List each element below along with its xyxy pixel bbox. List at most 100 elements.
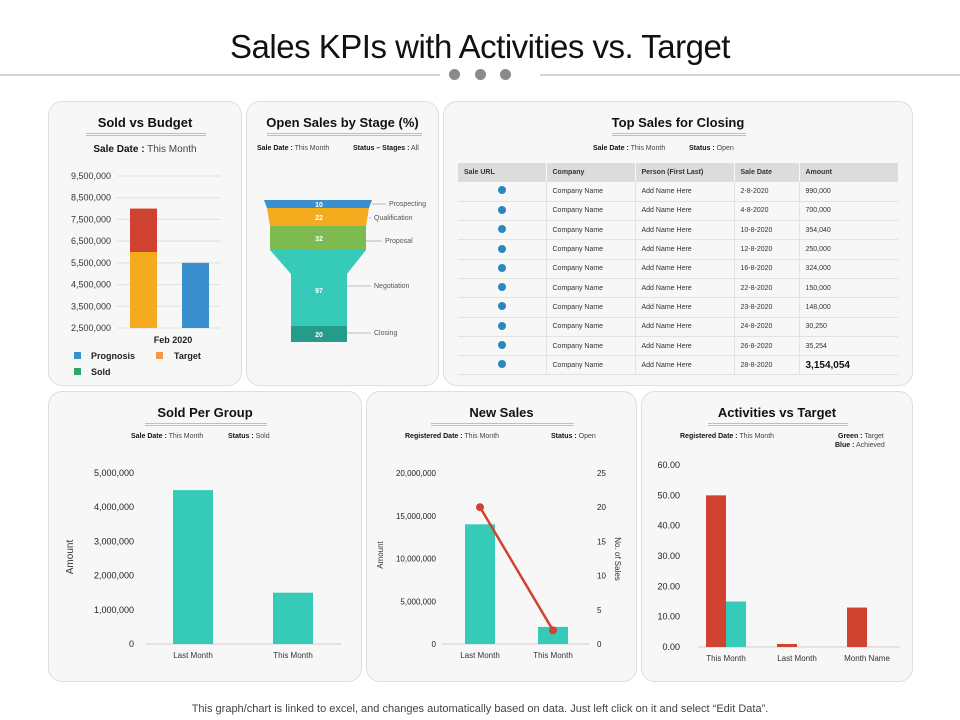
table-row[interactable]: Company Name Add Name Here 28-8-2020 3,154,… [458,355,898,376]
y-tick-label: 9,500,000 [71,171,111,181]
x-tick-label: Last Month [777,654,817,663]
title-underline [612,133,746,136]
new-sales-chart: 20,000,000 15,000,000 10,000,000 5,000,000 0… [376,469,622,660]
funnel-segment-qualification [267,208,369,226]
column-header: Company [546,163,636,182]
card-subtitle-date: Sale Date : This Month [131,433,204,440]
card-activities-vs-target: Activities vs Target Registered Date : T… [641,391,913,682]
title-underline [145,423,267,426]
card-subtitle: Sale Date : This Month [93,144,197,155]
table-row[interactable]: Company Name Add Name Here 2-8-2020 990,000 [458,182,898,202]
card-title: New Sales [469,405,534,420]
sale-url-link-icon[interactable] [498,186,506,195]
y-tick-label: 20.00 [657,581,680,591]
y2-tick-label: 10 [597,572,606,581]
sale-url-cell[interactable] [458,220,547,241]
legend-label: Target [174,351,201,361]
activities-vs-target-chart: 60.00 50.00 40.00 30.00 20.00 10.00 0.00 This M… [657,460,900,663]
y-tick-label: 60.00 [657,460,680,470]
title-underline [267,133,422,136]
sale-url-cell[interactable] [458,259,547,279]
sold-vs-budget-chart: 9,500,000 8,500,000 7,500,000 6,500,000 5,50… [71,171,221,377]
sale-date-cell: 12-8-2020 [734,239,800,260]
sale-date-cell: 10-8-2020 [734,220,800,241]
company-cell: Company Name [546,201,636,222]
line-point-0 [476,503,484,512]
table-row[interactable]: Company Name Add Name Here 26-8-2020 35,254 [458,336,898,357]
series-line [478,506,555,631]
y-tick-label: 7,500,000 [71,214,111,224]
sale-url-cell[interactable] [458,336,547,357]
card-subtitle-date: Sale Date : This Month [593,145,666,152]
table-row[interactable]: Company Name Add Name Here 16-8-2020 324,00… [458,259,898,279]
amount-cell: 30,250 [799,317,898,337]
title-divider-right [540,74,960,76]
table-row[interactable]: Company Name Add Name Here 23-8-2020 148,00… [458,297,898,318]
column-header: Sale Date [734,163,800,182]
y-tick-label: 8,500,000 [71,193,111,203]
y-tick-label: 0 [129,639,134,649]
sale-url-link-icon[interactable] [498,360,506,369]
sale-date-cell: 23-8-2020 [734,297,800,318]
sale-url-link-icon[interactable] [498,302,506,311]
y-tick-label: 0.00 [662,642,680,652]
sale-url-link-icon[interactable] [498,283,506,292]
sale-date-cell: 16-8-2020 [734,259,800,279]
title-underline [431,423,574,426]
table-row[interactable]: Company Name Add Name Here 4-8-2020 700,000 [458,201,898,222]
legend-label: Prognosis [91,351,135,361]
sale-url-cell[interactable] [458,355,547,376]
sale-url-link-icon[interactable] [498,244,506,253]
y-tick-label: 40.00 [657,521,680,531]
y-tick-label: 10.00 [657,612,680,622]
amount-cell: 990,000 [799,182,898,202]
title-underline [708,423,848,426]
x-tick-label: Last Month [173,651,213,660]
sale-url-cell[interactable] [458,182,547,202]
card-sold-vs-budget: Sold vs Budget Sale Date : This Month 9,… [48,101,242,386]
amount-cell: 3,154,054 [799,355,898,376]
bar-red-2 [847,607,867,647]
bar-0 [465,524,495,644]
company-cell: Company Name [546,278,636,299]
company-cell: Company Name [546,239,636,260]
sale-url-link-icon[interactable] [498,341,506,350]
sale-url-cell[interactable] [458,278,547,299]
y-tick-label: 2,500,000 [71,323,111,333]
sale-url-link-icon[interactable] [498,321,506,330]
company-cell: Company Name [546,220,636,241]
card-subtitle-status: Status – Stages : All [353,145,419,152]
sale-date-cell: 26-8-2020 [734,336,800,357]
y-tick-label: 5,000,000 [400,597,436,606]
y-tick-label: 4,500,000 [71,280,111,290]
table-row[interactable]: Company Name Add Name Here 10-8-2020 354,04… [458,220,898,241]
y-tick-label: 3,500,000 [71,301,111,311]
stage-label: Prospecting [389,201,426,208]
sale-url-cell[interactable] [458,297,547,318]
column-header: Sale URL [458,163,547,182]
y-tick-label: 3,000,000 [94,536,134,546]
sale-url-link-icon[interactable] [498,225,506,234]
person-cell: Add Name Here [635,317,735,337]
y-tick-label: 5,000,000 [94,468,134,478]
title-divider-left [0,74,440,76]
sale-url-cell[interactable] [458,239,547,260]
funnel-segment-prospecting [264,200,372,208]
bar-1 [538,626,568,644]
y-tick-label: 50.00 [657,490,680,500]
table-row[interactable]: Company Name Add Name Here 12-8-2020 250,00… [458,239,898,260]
sale-url-cell[interactable] [458,317,547,337]
sale-url-cell[interactable] [458,201,547,222]
legend-swatch-prognosis [74,352,81,359]
sale-url-link-icon[interactable] [498,205,506,214]
table-row[interactable]: Company Name Add Name Here 22-8-2020 150,00… [458,278,898,299]
bar-teal-0 [726,601,746,647]
y2-tick-label: 15 [597,537,606,546]
company-cell: Company Name [546,355,636,376]
bar-1 [273,592,313,644]
y-axis-label: Amount [376,540,385,568]
amount-cell: 250,000 [799,239,898,260]
table-row[interactable]: Company Name Add Name Here 24-8-2020 30,250 [458,317,898,337]
card-subtitle-date: Registered Date : This Month [680,433,775,440]
sale-url-link-icon[interactable] [498,263,506,272]
